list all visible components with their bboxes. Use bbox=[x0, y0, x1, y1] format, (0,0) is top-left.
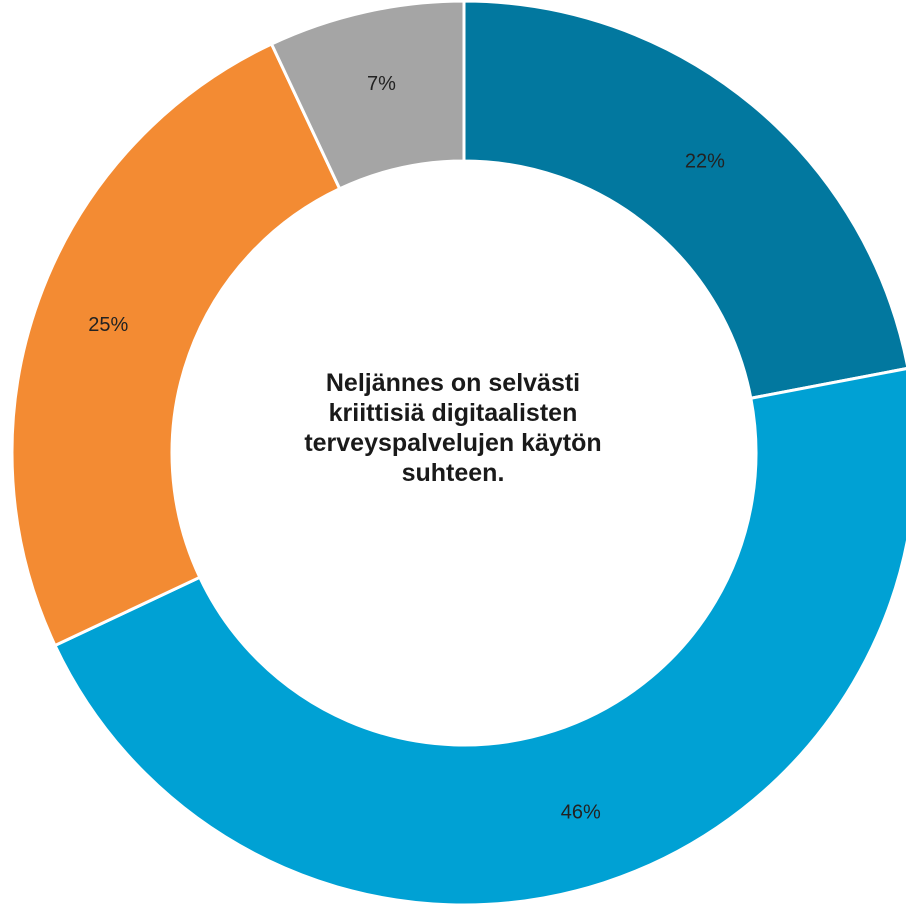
donut-slice-2 bbox=[53, 367, 906, 906]
donut-slice-1 bbox=[462, 0, 906, 401]
slice-label-1: 22% bbox=[685, 151, 725, 173]
slice-label-3: 25% bbox=[88, 314, 128, 336]
donut-slice-3 bbox=[10, 42, 342, 648]
slice-label-2: 46% bbox=[561, 802, 601, 824]
donut-labels: 22% 46% 25% 7% bbox=[88, 73, 725, 823]
slice-label-4: 7% bbox=[367, 73, 396, 95]
donut-slice-4 bbox=[269, 0, 466, 191]
donut-slices bbox=[10, 0, 906, 906]
center-annotation: Neljännes on selvästi kriittisiä digitaa… bbox=[304, 369, 602, 487]
